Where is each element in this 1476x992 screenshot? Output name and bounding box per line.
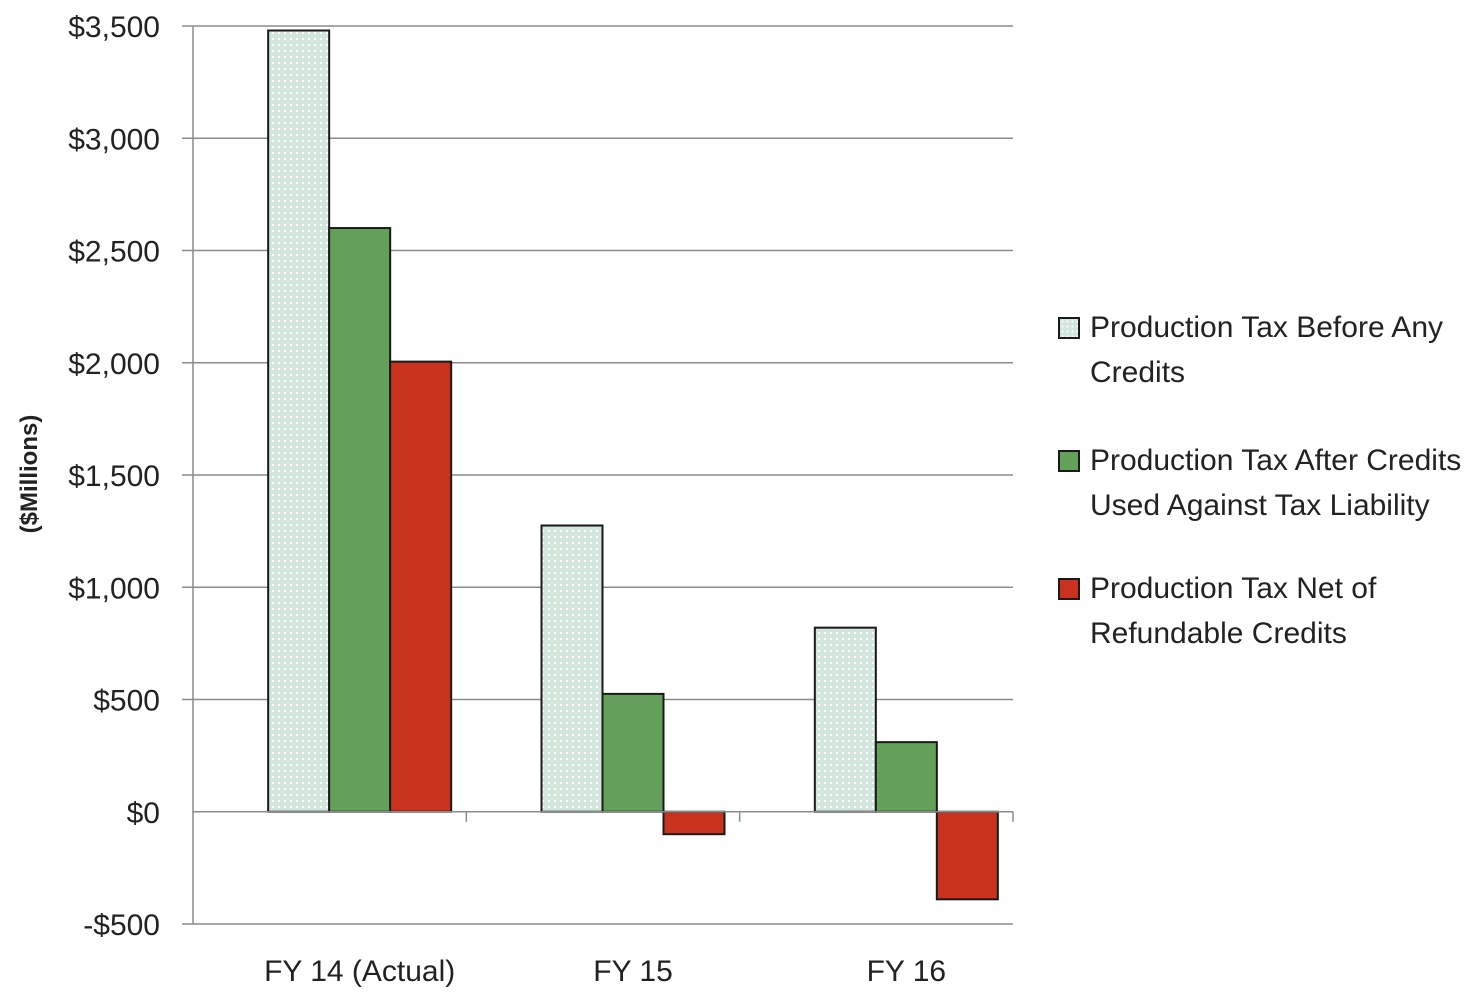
x-category-label: FY 16 [867,955,947,988]
y-tick-label: $1,500 [68,460,160,493]
bar-before-credits [813,626,877,813]
legend: Production Tax Before Any Credits Produc… [1058,305,1473,656]
legend-swatch-before-credits [1058,317,1080,339]
y-axis-label: ($Millions) [16,415,43,534]
bar-before-credits [267,29,331,813]
x-axis-categories: FY 14 (Actual) FY 15 FY 16 [264,955,946,988]
bars [267,29,999,901]
bar-before-credits [540,524,604,813]
bar-after-credits [328,227,392,813]
legend-label: Production Tax Before Any Credits [1090,311,1443,389]
bar-after-credits [874,741,938,813]
legend-item-after-credits: Production Tax After Credits Used Agains… [1058,438,1473,528]
y-tick-label: $2,500 [68,236,160,269]
legend-swatch-after-credits [1058,450,1080,472]
axes [192,26,1014,924]
legend-item-net-refundable: Production Tax Net of Refundable Credits [1058,566,1473,656]
x-category-label: FY 14 (Actual) [264,955,455,988]
bar-net-refundable [935,810,999,901]
y-tick-label: $3,500 [68,11,160,44]
legend-swatch-net-refundable [1058,578,1080,600]
legend-item-before-credits: Production Tax Before Any Credits [1058,305,1473,395]
legend-label: Production Tax Net of Refundable Credits [1090,572,1377,650]
y-tick-label: $1,000 [68,572,160,605]
y-tick-label: $500 [93,685,160,718]
y-tick-label: $0 [127,797,160,830]
x-category-label: FY 15 [593,955,673,988]
y-axis-ticks: -$500 $0 $500 $1,000 $1,500 $2,000 $2,500 $3,00… [68,11,160,942]
y-tick-label: $3,000 [68,123,160,156]
y-tick-label: $2,000 [68,348,160,381]
y-tick-label: -$500 [83,909,160,942]
bar-net-refundable [389,360,453,813]
bar-net-refundable [662,810,726,836]
legend-label: Production Tax After Credits Used Agains… [1090,444,1462,522]
bar-after-credits [601,692,665,813]
